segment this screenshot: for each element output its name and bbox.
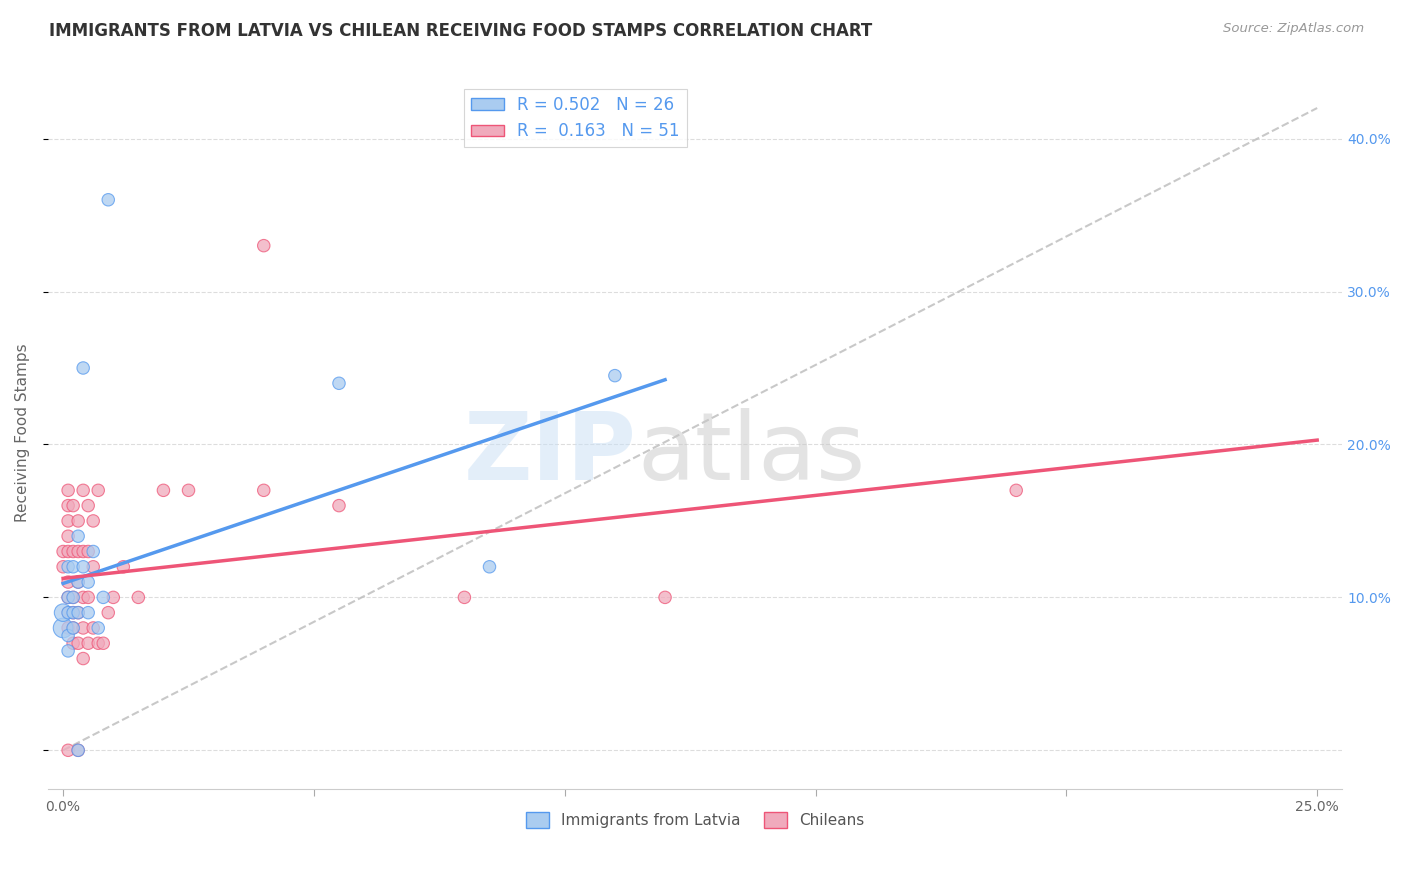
Point xyxy=(103,591,125,605)
Point xyxy=(152,483,174,498)
Point xyxy=(67,743,90,757)
Point xyxy=(67,606,90,620)
Point xyxy=(72,483,94,498)
Point xyxy=(72,559,94,574)
Point xyxy=(87,621,110,635)
Point xyxy=(97,606,120,620)
Text: IMMIGRANTS FROM LATVIA VS CHILEAN RECEIVING FOOD STAMPS CORRELATION CHART: IMMIGRANTS FROM LATVIA VS CHILEAN RECEIV… xyxy=(49,22,873,40)
Point xyxy=(82,514,104,528)
Text: ZIP: ZIP xyxy=(464,409,637,500)
Point xyxy=(56,483,79,498)
Point xyxy=(56,743,79,757)
Point xyxy=(603,368,626,383)
Point xyxy=(177,483,200,498)
Point xyxy=(127,591,149,605)
Point xyxy=(62,621,84,635)
Point xyxy=(67,544,90,558)
Text: atlas: atlas xyxy=(637,409,865,500)
Point xyxy=(72,361,94,376)
Y-axis label: Receiving Food Stamps: Receiving Food Stamps xyxy=(15,343,30,523)
Point xyxy=(62,606,84,620)
Point xyxy=(67,529,90,543)
Text: Source: ZipAtlas.com: Source: ZipAtlas.com xyxy=(1223,22,1364,36)
Point xyxy=(77,606,100,620)
Point xyxy=(82,544,104,558)
Point xyxy=(62,559,84,574)
Point xyxy=(62,499,84,513)
Point xyxy=(77,544,100,558)
Point xyxy=(62,591,84,605)
Point xyxy=(56,591,79,605)
Point xyxy=(56,514,79,528)
Point xyxy=(56,575,79,590)
Point xyxy=(56,621,79,635)
Point xyxy=(112,559,135,574)
Legend: Immigrants from Latvia, Chileans: Immigrants from Latvia, Chileans xyxy=(520,806,870,834)
Point xyxy=(253,238,276,252)
Point xyxy=(56,529,79,543)
Point xyxy=(91,591,114,605)
Point xyxy=(67,743,90,757)
Point xyxy=(62,544,84,558)
Point xyxy=(77,499,100,513)
Point xyxy=(87,636,110,650)
Point xyxy=(52,621,75,635)
Point xyxy=(52,606,75,620)
Point xyxy=(72,651,94,665)
Point xyxy=(72,591,94,605)
Point xyxy=(62,636,84,650)
Point xyxy=(82,621,104,635)
Point xyxy=(453,591,475,605)
Point xyxy=(77,575,100,590)
Point xyxy=(67,514,90,528)
Point xyxy=(56,644,79,658)
Point xyxy=(62,621,84,635)
Point xyxy=(478,559,501,574)
Point xyxy=(82,559,104,574)
Point xyxy=(56,629,79,643)
Point xyxy=(52,544,75,558)
Point xyxy=(1005,483,1028,498)
Point xyxy=(72,544,94,558)
Point xyxy=(67,636,90,650)
Point xyxy=(56,559,79,574)
Point xyxy=(328,499,350,513)
Point xyxy=(67,575,90,590)
Point xyxy=(67,606,90,620)
Point xyxy=(253,483,276,498)
Point xyxy=(56,544,79,558)
Point xyxy=(654,591,676,605)
Point xyxy=(56,606,79,620)
Point xyxy=(67,575,90,590)
Point xyxy=(62,591,84,605)
Point xyxy=(72,621,94,635)
Point xyxy=(56,606,79,620)
Point xyxy=(77,591,100,605)
Point xyxy=(52,559,75,574)
Point xyxy=(77,636,100,650)
Point xyxy=(87,483,110,498)
Point xyxy=(62,606,84,620)
Point xyxy=(91,636,114,650)
Point xyxy=(56,499,79,513)
Point xyxy=(97,193,120,207)
Point xyxy=(328,376,350,391)
Point xyxy=(56,591,79,605)
